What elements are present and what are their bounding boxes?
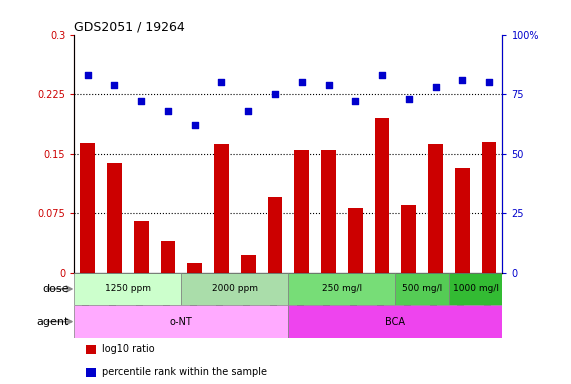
Bar xyxy=(455,168,470,273)
Bar xyxy=(182,273,288,305)
Bar xyxy=(375,118,389,273)
Bar xyxy=(74,305,288,338)
Text: o-NT: o-NT xyxy=(170,316,192,327)
Bar xyxy=(321,150,336,273)
Bar xyxy=(348,208,363,273)
Point xyxy=(244,108,253,114)
Text: 2000 ppm: 2000 ppm xyxy=(212,285,258,293)
Bar xyxy=(401,205,416,273)
Point xyxy=(458,77,467,83)
Bar xyxy=(268,197,282,273)
Text: agent: agent xyxy=(36,316,69,327)
Bar xyxy=(107,163,122,273)
Point xyxy=(431,84,440,90)
Text: 1000 mg/l: 1000 mg/l xyxy=(453,285,498,293)
Bar xyxy=(288,305,502,338)
Point xyxy=(297,79,306,85)
Point xyxy=(377,72,387,78)
Bar xyxy=(81,143,95,273)
Point xyxy=(83,72,92,78)
Point xyxy=(217,79,226,85)
Text: GDS2051 / 19264: GDS2051 / 19264 xyxy=(74,20,185,33)
Bar xyxy=(241,255,256,273)
Text: log10 ratio: log10 ratio xyxy=(102,344,154,354)
Point xyxy=(404,96,413,102)
Bar xyxy=(134,221,148,273)
Bar xyxy=(482,142,496,273)
Point xyxy=(163,108,172,114)
Point xyxy=(324,81,333,88)
Text: 500 mg/l: 500 mg/l xyxy=(402,285,443,293)
Bar xyxy=(160,241,175,273)
Point xyxy=(190,122,199,128)
Text: 1250 ppm: 1250 ppm xyxy=(104,285,151,293)
Bar xyxy=(395,273,449,305)
Bar xyxy=(295,150,309,273)
Text: percentile rank within the sample: percentile rank within the sample xyxy=(102,367,267,377)
Bar xyxy=(428,144,443,273)
Point xyxy=(351,98,360,104)
Text: BCA: BCA xyxy=(385,316,405,327)
Text: 250 mg/l: 250 mg/l xyxy=(322,285,362,293)
Bar xyxy=(187,263,202,273)
Bar xyxy=(214,144,229,273)
Text: dose: dose xyxy=(42,284,69,294)
Bar xyxy=(288,273,395,305)
Bar xyxy=(74,273,182,305)
Point xyxy=(271,91,280,97)
Point xyxy=(136,98,146,104)
Point xyxy=(485,79,494,85)
Point xyxy=(110,81,119,88)
Bar xyxy=(449,273,502,305)
